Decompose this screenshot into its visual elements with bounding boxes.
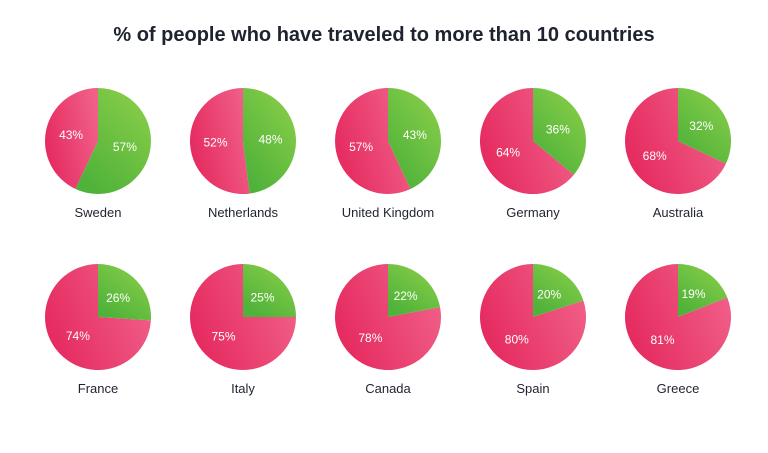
pie-canada: 22% 78% Canada xyxy=(334,264,441,396)
country-label: Greece xyxy=(657,381,700,396)
green-slice-label: 19% xyxy=(681,287,705,301)
pie-australia: 32% 68% Australia xyxy=(625,88,732,220)
pie-greece: 19% 81% Greece xyxy=(625,264,732,396)
pie-slice-green xyxy=(533,88,586,175)
pie-slice-green xyxy=(98,264,152,321)
country-label: Germany xyxy=(506,205,560,220)
country-label: Netherlands xyxy=(208,205,279,220)
pie-france: 26% 74% France xyxy=(45,264,152,396)
pie-italy: 25% 75% Italy xyxy=(190,264,296,396)
green-slice-label: 43% xyxy=(403,128,427,142)
green-slice-label: 22% xyxy=(394,289,418,303)
pink-slice-label: 78% xyxy=(358,331,382,345)
pie-slice-pink xyxy=(625,264,732,370)
pie-slice-green xyxy=(388,264,441,317)
pie-slice-pink xyxy=(335,88,411,194)
pink-slice-label: 52% xyxy=(203,136,227,150)
pie-slice-pink xyxy=(334,264,441,370)
pink-slice-label: 68% xyxy=(643,149,667,163)
pie-slice-green xyxy=(678,264,728,317)
chart-title: % of people who have traveled to more th… xyxy=(113,24,655,46)
country-label: United Kingdom xyxy=(342,205,435,220)
pink-slice-label: 81% xyxy=(650,333,674,347)
green-slice-label: 36% xyxy=(546,122,570,136)
pink-slice-label: 75% xyxy=(211,330,235,344)
pink-slice-label: 64% xyxy=(496,146,520,160)
country-label: Spain xyxy=(516,381,549,396)
pie-slice-green xyxy=(533,264,584,317)
pie-slice-pink xyxy=(45,264,151,371)
pie-slice-pink xyxy=(625,88,726,194)
country-label: Canada xyxy=(365,381,411,396)
green-slice-label: 26% xyxy=(106,291,130,305)
pink-slice-label: 80% xyxy=(505,332,529,346)
pie-sweden: 57% 43% Sweden xyxy=(44,88,151,220)
pie-slice-green xyxy=(75,88,151,194)
pink-slice-label: 74% xyxy=(66,329,90,343)
pink-slice-label: 43% xyxy=(59,128,83,142)
pie-slice-pink xyxy=(44,88,98,189)
country-label: Italy xyxy=(231,381,255,396)
green-slice-label: 20% xyxy=(537,288,561,302)
pie-slice-pink xyxy=(480,264,587,371)
pie-germany: 36% 64% Germany xyxy=(479,87,586,220)
pie-slice-green xyxy=(243,264,296,317)
country-label: France xyxy=(78,381,118,396)
country-label: Australia xyxy=(653,205,704,220)
green-slice-label: 57% xyxy=(113,140,137,154)
green-slice-label: 48% xyxy=(258,132,282,146)
green-slice-label: 32% xyxy=(689,119,713,133)
pie-slice-green xyxy=(243,88,296,194)
pie-netherlands: 48% 52% Netherlands xyxy=(189,87,296,220)
green-slice-label: 25% xyxy=(250,291,274,305)
country-label: Sweden xyxy=(75,205,122,220)
pie-united-kingdom: 43% 57% United Kingdom xyxy=(335,88,442,220)
pie-slice-pink xyxy=(479,87,574,194)
pie-slice-pink xyxy=(189,87,250,195)
pie-slice-green xyxy=(678,88,732,164)
pie-spain: 20% 80% Spain xyxy=(480,264,587,396)
pink-slice-label: 57% xyxy=(349,140,373,154)
pie-slice-green xyxy=(388,88,442,189)
